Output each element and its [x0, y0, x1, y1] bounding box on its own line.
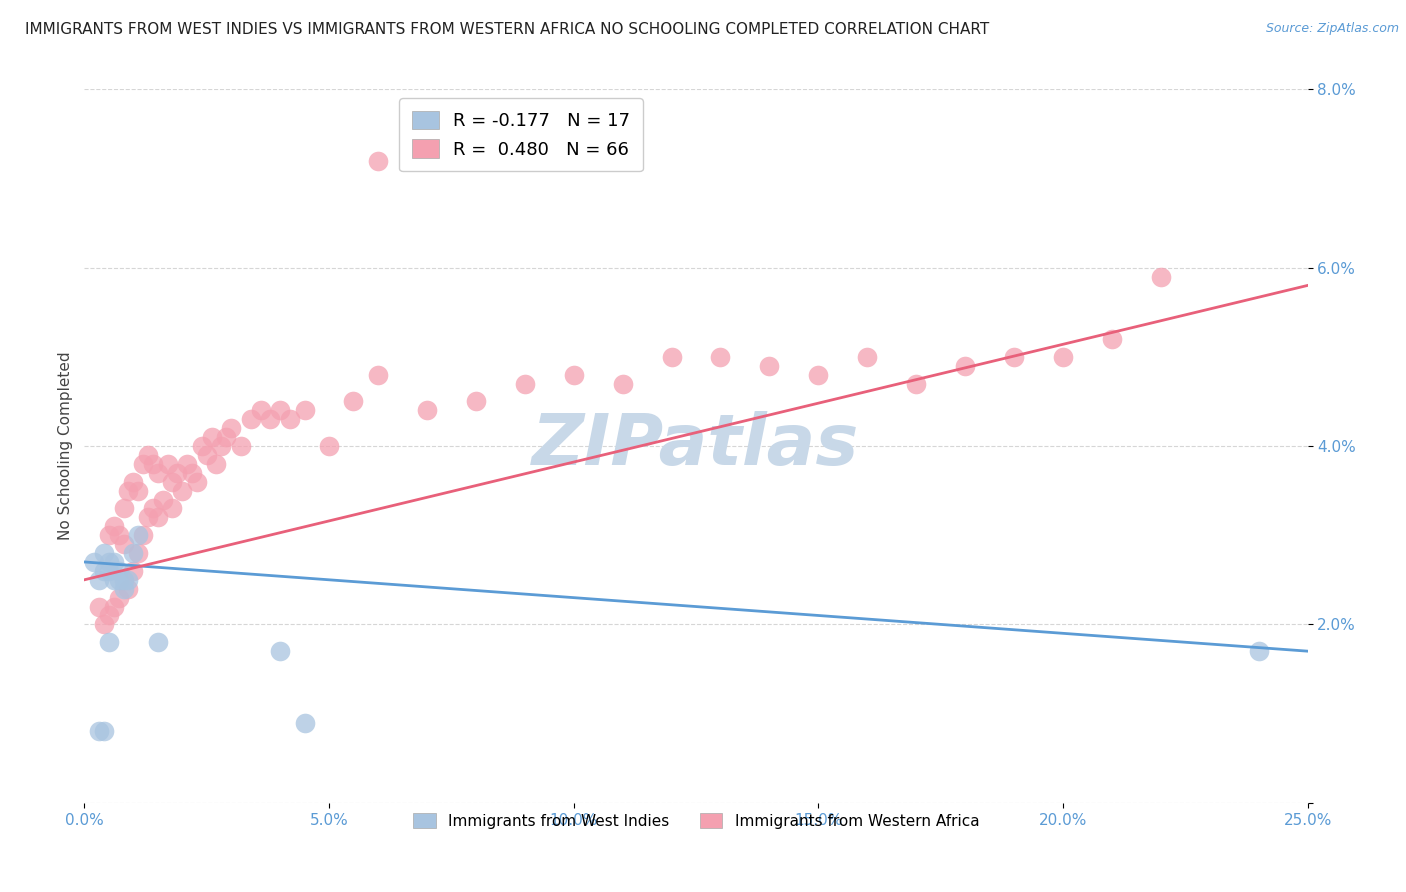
Point — [112, 501, 135, 516]
Point — [97, 555, 120, 569]
Point — [1247, 644, 1270, 658]
Point — [107, 528, 129, 542]
Point — [219, 421, 242, 435]
Point — [269, 644, 291, 658]
Point — [269, 403, 291, 417]
Point — [117, 582, 139, 596]
Point — [146, 510, 169, 524]
Point — [103, 599, 125, 614]
Point — [142, 501, 165, 516]
Point — [152, 492, 174, 507]
Point — [464, 394, 486, 409]
Point — [93, 546, 115, 560]
Point — [162, 475, 184, 489]
Point — [112, 573, 135, 587]
Point — [807, 368, 830, 382]
Point — [209, 439, 232, 453]
Point — [367, 368, 389, 382]
Point — [1101, 332, 1123, 346]
Point — [172, 483, 194, 498]
Point — [93, 617, 115, 632]
Point — [162, 501, 184, 516]
Point — [278, 412, 301, 426]
Point — [562, 368, 585, 382]
Point — [612, 376, 634, 391]
Point — [416, 403, 439, 417]
Point — [166, 466, 188, 480]
Point — [93, 564, 115, 578]
Point — [127, 546, 149, 560]
Point — [709, 350, 731, 364]
Point — [132, 457, 155, 471]
Point — [856, 350, 879, 364]
Point — [176, 457, 198, 471]
Point — [97, 528, 120, 542]
Point — [342, 394, 364, 409]
Point — [97, 608, 120, 623]
Point — [181, 466, 204, 480]
Point — [294, 715, 316, 730]
Point — [136, 510, 159, 524]
Point — [112, 582, 135, 596]
Legend: Immigrants from West Indies, Immigrants from Western Africa: Immigrants from West Indies, Immigrants … — [404, 804, 988, 838]
Point — [122, 564, 145, 578]
Point — [87, 724, 110, 739]
Point — [122, 475, 145, 489]
Point — [127, 483, 149, 498]
Y-axis label: No Schooling Completed: No Schooling Completed — [58, 351, 73, 541]
Text: ZIPatlas: ZIPatlas — [533, 411, 859, 481]
Point — [156, 457, 179, 471]
Point — [758, 359, 780, 373]
Point — [513, 376, 536, 391]
Point — [259, 412, 281, 426]
Point — [107, 564, 129, 578]
Point — [186, 475, 208, 489]
Text: Source: ZipAtlas.com: Source: ZipAtlas.com — [1265, 22, 1399, 36]
Point — [146, 466, 169, 480]
Point — [87, 573, 110, 587]
Point — [239, 412, 262, 426]
Point — [127, 528, 149, 542]
Point — [103, 555, 125, 569]
Point — [103, 519, 125, 533]
Point — [661, 350, 683, 364]
Point — [142, 457, 165, 471]
Point — [205, 457, 228, 471]
Point — [117, 573, 139, 587]
Text: IMMIGRANTS FROM WEST INDIES VS IMMIGRANTS FROM WESTERN AFRICA NO SCHOOLING COMPL: IMMIGRANTS FROM WEST INDIES VS IMMIGRANT… — [25, 22, 990, 37]
Point — [103, 573, 125, 587]
Point — [146, 635, 169, 649]
Point — [112, 537, 135, 551]
Point — [191, 439, 214, 453]
Point — [107, 573, 129, 587]
Point — [122, 546, 145, 560]
Point — [1002, 350, 1025, 364]
Point — [132, 528, 155, 542]
Point — [83, 555, 105, 569]
Point — [87, 599, 110, 614]
Point — [953, 359, 976, 373]
Point — [200, 430, 222, 444]
Point — [97, 564, 120, 578]
Point — [136, 448, 159, 462]
Point — [215, 430, 238, 444]
Point — [97, 635, 120, 649]
Point — [249, 403, 271, 417]
Point — [195, 448, 218, 462]
Point — [905, 376, 928, 391]
Point — [229, 439, 252, 453]
Point — [117, 483, 139, 498]
Point — [1150, 269, 1173, 284]
Point — [367, 153, 389, 168]
Point — [294, 403, 316, 417]
Point — [93, 724, 115, 739]
Point — [107, 591, 129, 605]
Point — [318, 439, 340, 453]
Point — [1052, 350, 1074, 364]
